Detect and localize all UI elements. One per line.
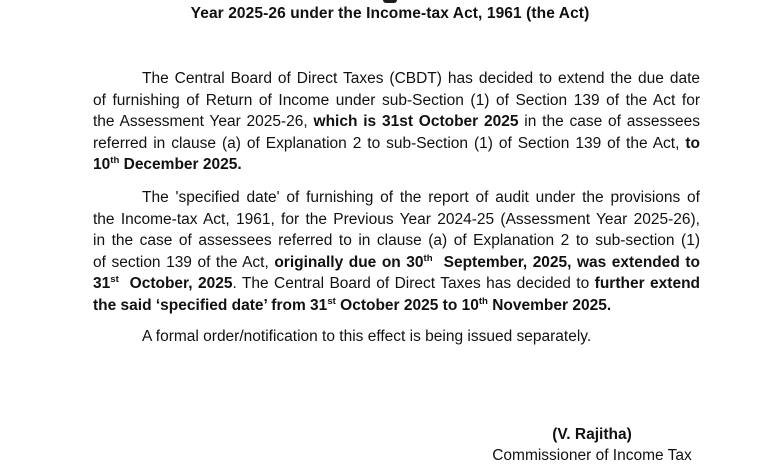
- text-line: The 'specified date' of furnishing of th…: [93, 187, 700, 209]
- text-segment: 31: [93, 275, 111, 292]
- signature-block: (V. Rajitha) Commissioner of Income Tax: [480, 424, 704, 466]
- text-segment: which is 31st October 2025: [313, 113, 519, 130]
- text-line: the Income-tax Act, 1961, for the Previo…: [93, 209, 700, 231]
- text-line: referred in clause (a) of Explanation 2 …: [93, 133, 700, 155]
- cut-text-fragment: [383, 0, 397, 3]
- document-heading: Year 2025-26 under the Income-tax Act, 1…: [190, 5, 590, 22]
- text-segment: st: [327, 295, 336, 307]
- paragraph-formal-order: A formal order/notification to this effe…: [93, 326, 700, 348]
- text-segment: th: [423, 252, 433, 264]
- text-segment: September, 2025, was extended to: [432, 253, 700, 271]
- text-segment: referred in clause (a) of Explanation 2 …: [93, 134, 686, 152]
- text-segment: in the case of assessees referred to in …: [93, 232, 700, 249]
- text-segment: 10: [93, 156, 111, 173]
- text-line: The Central Board of Direct Taxes (CBDT)…: [93, 68, 700, 90]
- text-line: the said ‘specified date’ from 31st Octo…: [93, 295, 700, 317]
- text-segment: further extend: [594, 275, 701, 292]
- text-segment: December 2025.: [119, 156, 242, 173]
- text-segment: A formal order/notification to this effe…: [142, 328, 592, 345]
- text-segment: The Central Board of Direct Taxes (CBDT)…: [142, 70, 700, 87]
- text-line: of section 139 of the Act, originally du…: [93, 252, 700, 274]
- text-segment: November 2025.: [487, 296, 612, 314]
- paragraph-audit-report: The 'specified date' of furnishing of th…: [93, 187, 700, 316]
- text-segment: . The Central Board of Direct Taxes has …: [232, 275, 595, 292]
- text-line: 31st October, 2025. The Central Board of…: [93, 273, 700, 295]
- text-line: in the case of assessees referred to in …: [93, 230, 700, 252]
- text-line: of furnishing of Return of Income under …: [93, 90, 700, 112]
- text-segment: of furnishing of Return of Income under …: [93, 91, 700, 109]
- text-segment: th: [478, 295, 488, 307]
- text-line: A formal order/notification to this effe…: [93, 326, 700, 348]
- text-line: the Assessment Year 2025-26, which is 31…: [93, 111, 700, 133]
- text-segment: the Income-tax Act, 1961, for the Previo…: [93, 210, 700, 228]
- text-segment: st: [110, 273, 119, 285]
- text-segment: th: [110, 154, 120, 166]
- text-segment: The 'specified date' of furnishing of th…: [142, 189, 700, 206]
- text-segment: the said ‘specified date’ from 31: [93, 296, 328, 314]
- signatory-name: (V. Rajitha): [552, 426, 632, 443]
- paragraph-return-of-income: The Central Board of Direct Taxes (CBDT)…: [93, 68, 700, 176]
- text-segment: in the case of assessees: [518, 113, 700, 130]
- text-segment: to: [685, 134, 700, 152]
- text-line: 10th December 2025.: [93, 154, 700, 176]
- text-segment: October 2025 to 10: [335, 296, 479, 314]
- text-segment: of section 139 of the Act,: [93, 253, 275, 271]
- text-segment: the Assessment Year 2025-26,: [93, 113, 314, 130]
- text-segment: October, 2025: [118, 275, 233, 292]
- text-segment: originally due on 30: [274, 253, 424, 271]
- signatory-title: Commissioner of Income Tax: [492, 447, 692, 464]
